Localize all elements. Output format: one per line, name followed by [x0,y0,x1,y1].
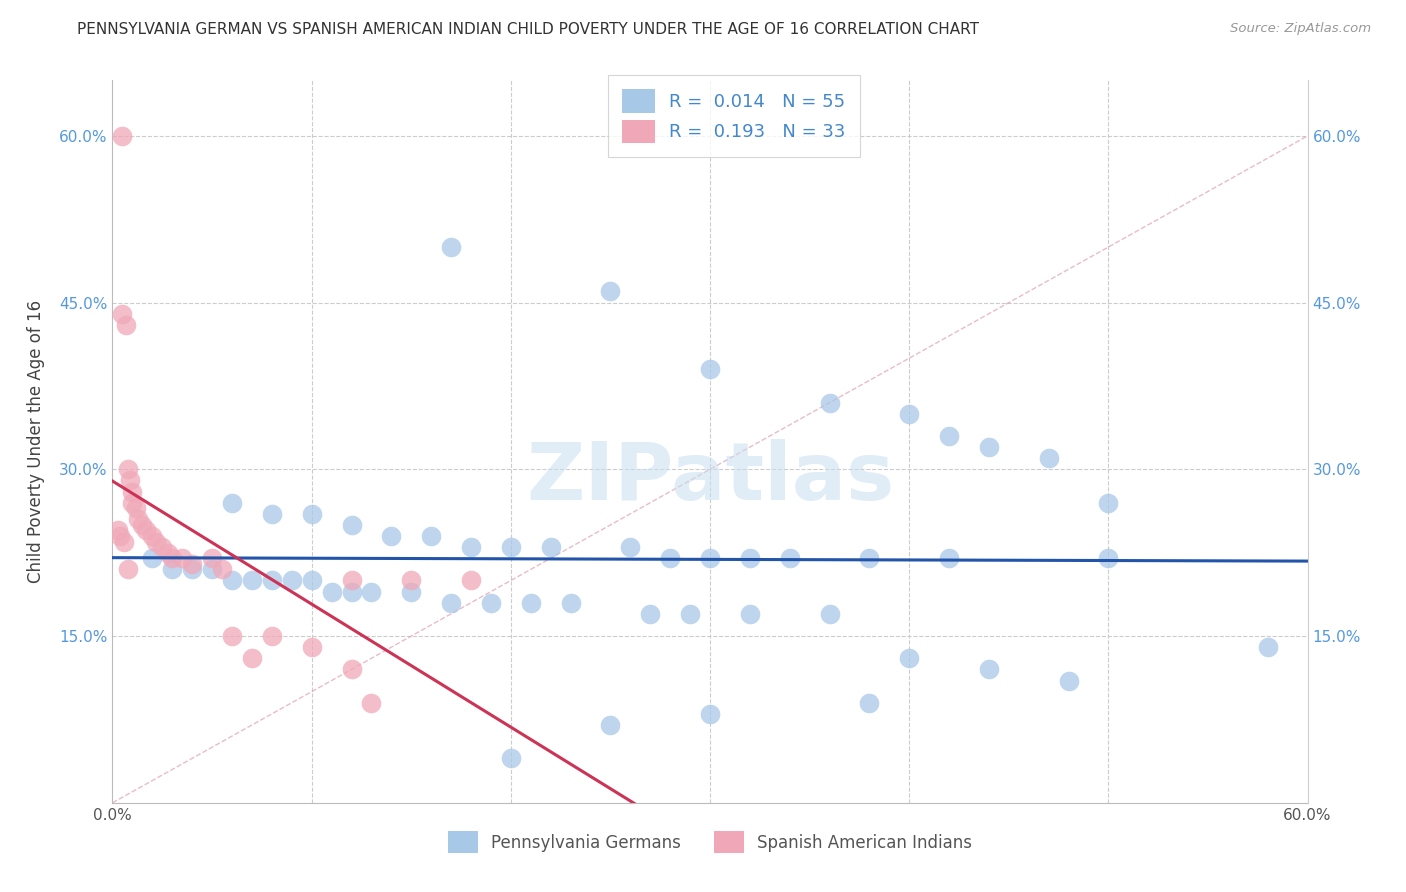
Point [738,551,761,566]
Point [858,551,880,566]
Point [141,551,163,566]
Point [221,496,243,510]
Point [659,551,682,566]
Point [125,501,148,516]
Point [162,551,183,566]
Point [181,557,204,571]
Point [260,574,283,588]
Point [150,540,173,554]
Text: PENNSYLVANIA GERMAN VS SPANISH AMERICAN INDIAN CHILD POVERTY UNDER THE AGE OF 16: PENNSYLVANIA GERMAN VS SPANISH AMERICAN … [77,22,980,37]
Point [260,629,283,643]
Point [120,474,142,488]
Point [599,718,621,732]
Point [1257,640,1279,655]
Point [898,651,921,665]
Point [499,540,522,554]
Point [520,596,543,610]
Point [172,551,194,566]
Point [135,524,157,538]
Point [201,562,224,576]
Point [738,607,761,621]
Y-axis label: Child Poverty Under the Age of 16: Child Poverty Under the Age of 16 [27,300,45,583]
Point [201,551,224,566]
Point [1097,551,1119,566]
Point [977,662,1000,676]
Legend: Pennsylvania Germans, Spanish American Indians: Pennsylvania Germans, Spanish American I… [441,825,979,860]
Point [818,607,841,621]
Point [679,607,702,621]
Point [401,584,423,599]
Point [898,407,921,421]
Point [221,574,243,588]
Point [699,706,721,721]
Point [260,507,283,521]
Point [301,574,323,588]
Point [240,574,263,588]
Point [460,540,482,554]
Point [107,524,129,538]
Point [240,651,263,665]
Point [440,596,463,610]
Point [1097,496,1119,510]
Point [131,517,153,532]
Point [115,318,138,332]
Point [181,562,204,576]
Point [145,534,167,549]
Point [117,562,139,576]
Point [121,484,143,499]
Point [340,662,363,676]
Point [121,496,143,510]
Point [460,574,482,588]
Point [111,307,134,321]
Point [340,574,363,588]
Point [157,546,180,560]
Point [111,128,134,143]
Point [211,562,233,576]
Text: Source: ZipAtlas.com: Source: ZipAtlas.com [1230,22,1371,36]
Point [360,584,382,599]
Point [619,540,641,554]
Point [1038,451,1060,466]
Point [977,440,1000,454]
Point [540,540,562,554]
Point [321,584,343,599]
Point [221,629,243,643]
Point [380,529,402,543]
Point [818,395,841,409]
Point [281,574,304,588]
Point [699,551,721,566]
Point [127,512,149,526]
Text: ZIPatlas: ZIPatlas [526,439,894,516]
Point [301,507,323,521]
Point [599,285,621,299]
Point [117,462,139,476]
Point [858,696,880,710]
Point [640,607,662,621]
Point [560,596,582,610]
Point [340,584,363,599]
Point [699,362,721,376]
Point [141,529,163,543]
Point [779,551,801,566]
Point [938,551,960,566]
Point [938,429,960,443]
Point [110,529,132,543]
Point [499,751,522,765]
Point [162,562,183,576]
Point [440,240,463,254]
Point [340,517,363,532]
Point [420,529,443,543]
Point [1057,673,1080,688]
Point [479,596,502,610]
Point [114,534,135,549]
Point [401,574,423,588]
Point [360,696,382,710]
Point [301,640,323,655]
